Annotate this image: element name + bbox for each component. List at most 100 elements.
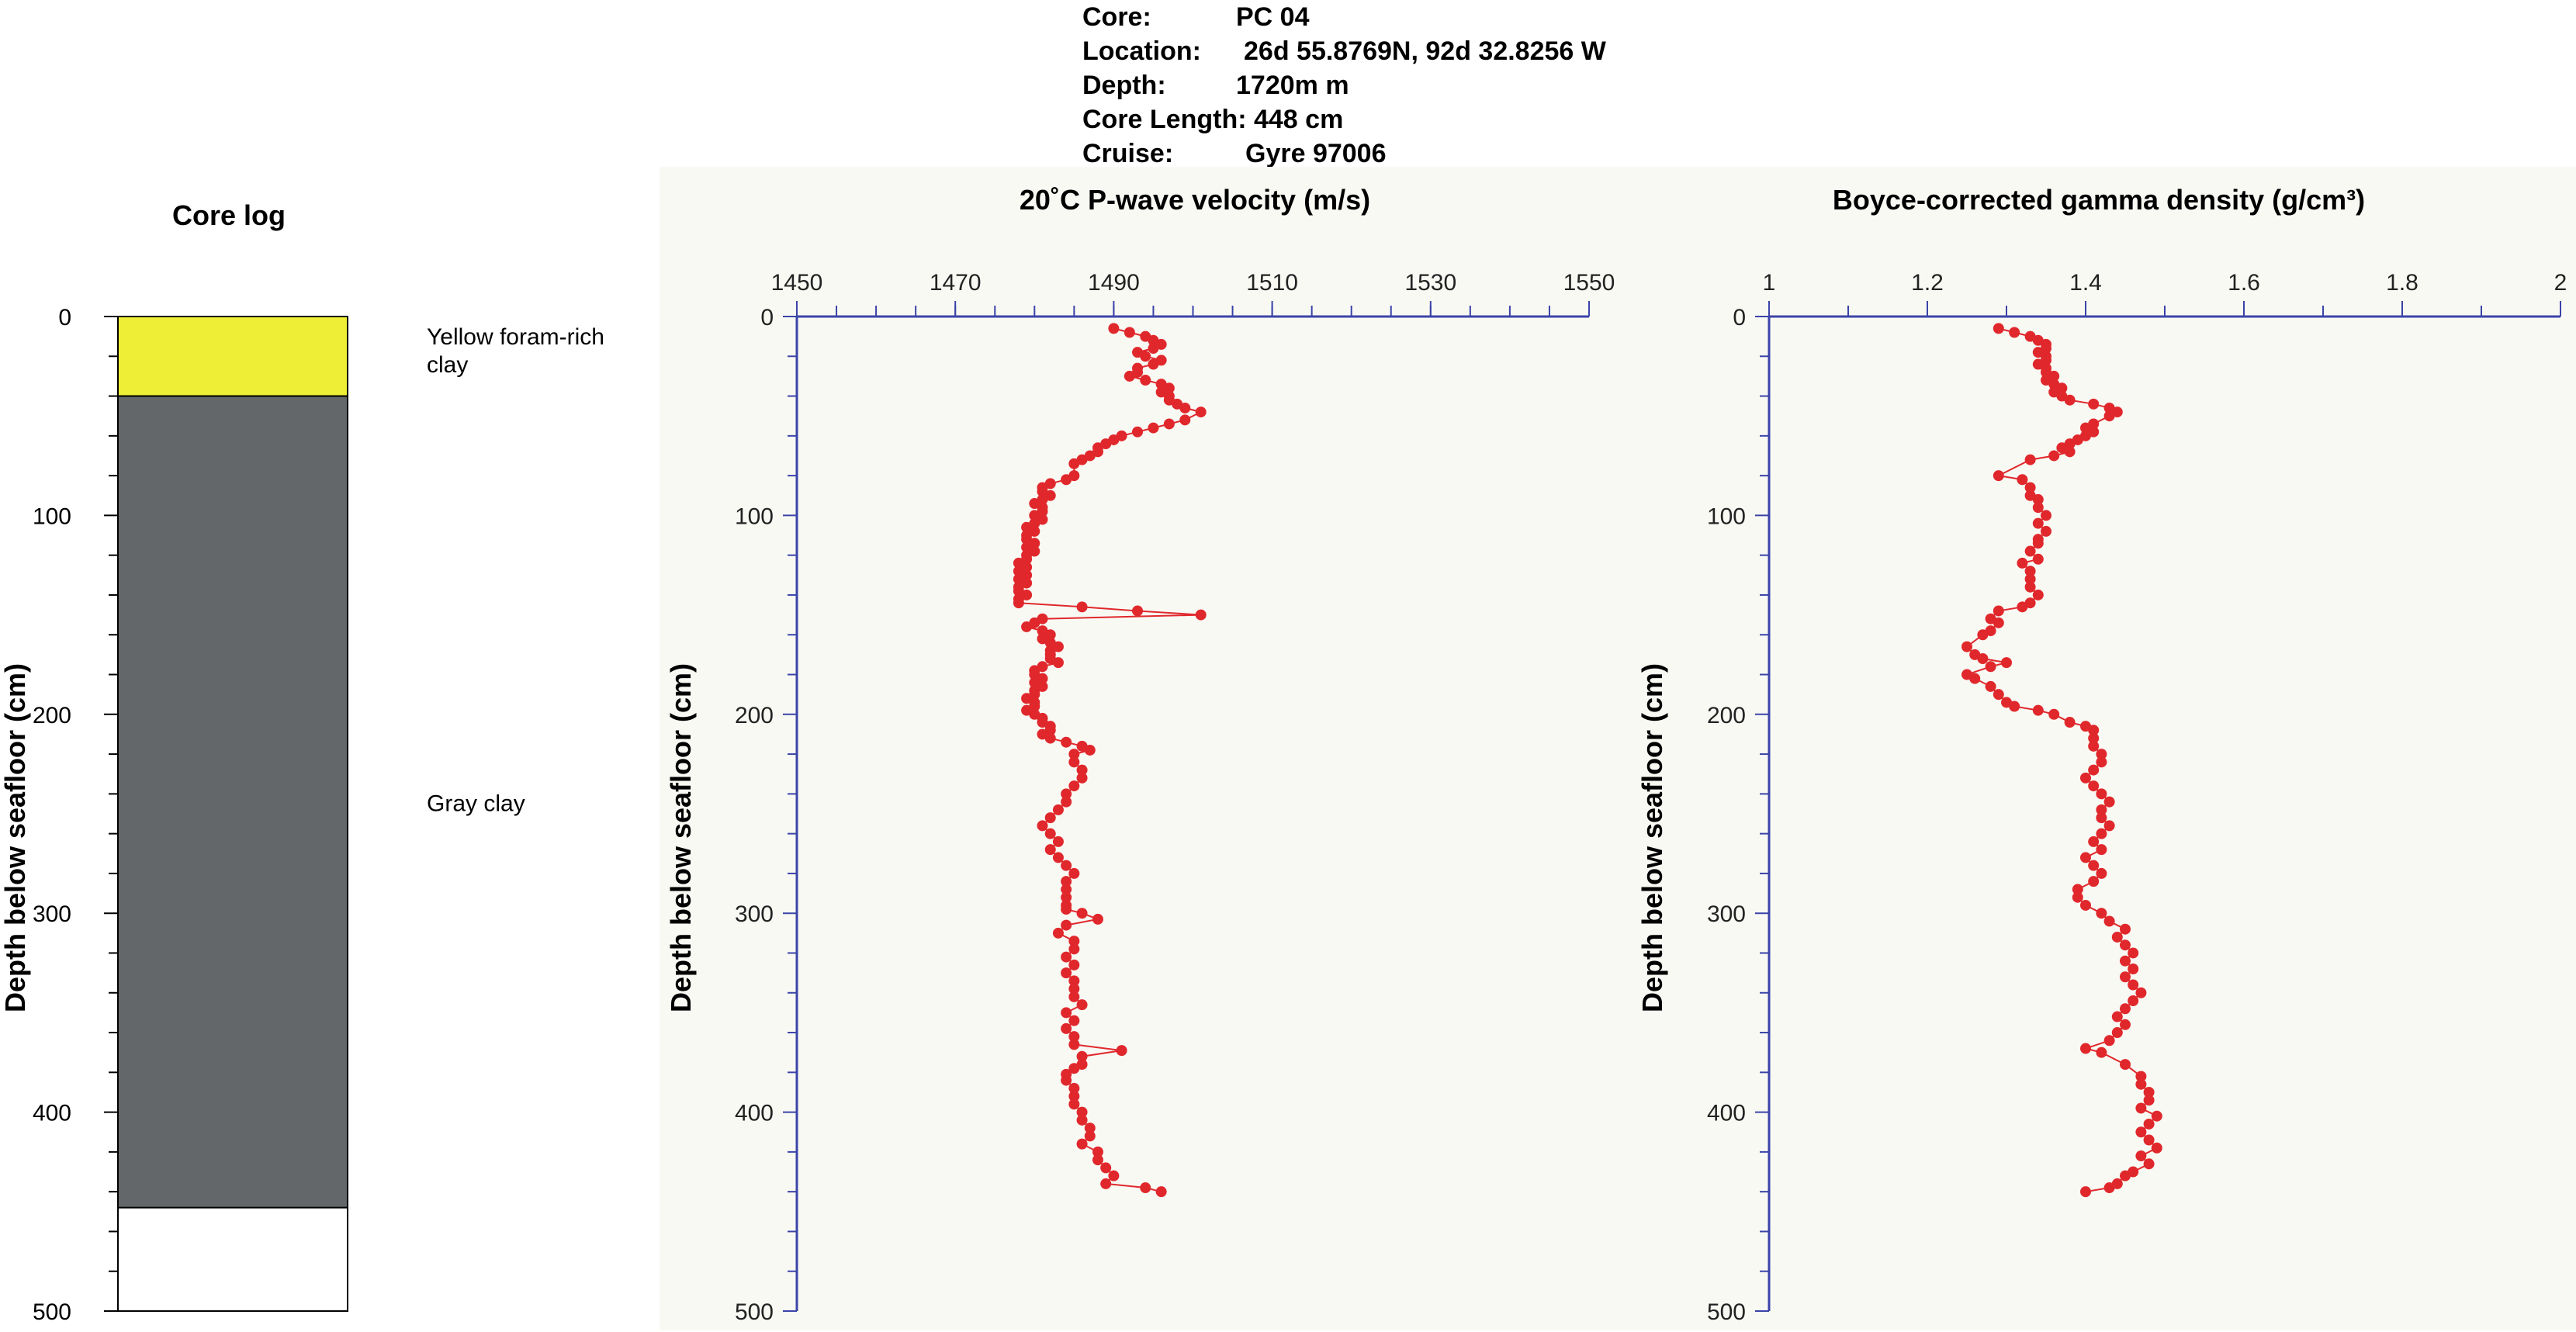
data-point xyxy=(2120,939,2131,951)
data-point xyxy=(2024,454,2036,465)
core-label: Core: xyxy=(1082,2,1151,32)
data-point xyxy=(2120,1170,2131,1182)
data-point xyxy=(2017,557,2028,569)
data-point xyxy=(1076,601,1088,613)
data-point xyxy=(2064,717,2076,728)
data-point xyxy=(2128,963,2139,974)
data-point xyxy=(2009,327,2020,338)
data-point xyxy=(2024,573,2036,585)
core-log-units xyxy=(117,316,348,1312)
data-point xyxy=(1061,796,1072,808)
data-point xyxy=(1977,653,1989,665)
core-unit-label: clay xyxy=(427,352,468,378)
data-point xyxy=(1092,1154,1103,1166)
data-point xyxy=(1061,860,1072,871)
data-point xyxy=(2128,947,2139,959)
data-point xyxy=(1061,919,1072,931)
data-point xyxy=(2151,1142,2162,1154)
data-point xyxy=(2088,732,2100,744)
data-point xyxy=(2103,1182,2115,1194)
data-point xyxy=(2096,756,2107,768)
data-point xyxy=(1068,1031,1080,1043)
data-point xyxy=(2032,517,2044,529)
core-log-ytick-label: 100 xyxy=(33,503,71,529)
x-tick-label: 1.2 xyxy=(1911,270,1944,296)
core-unit-label: Gray clay xyxy=(427,791,525,817)
data-point xyxy=(2111,931,2123,943)
data-point xyxy=(1977,629,1989,641)
core-log-axis: 0 100 200 300 400 500 xyxy=(33,305,118,1325)
data-point xyxy=(1108,323,1120,334)
data-point xyxy=(2096,749,2107,760)
location-label: Location: xyxy=(1082,36,1201,66)
data-point xyxy=(1061,891,1072,903)
data-point xyxy=(2096,1047,2107,1058)
data-point xyxy=(1061,474,1072,486)
data-point xyxy=(1179,414,1191,426)
x-tick-label: 1.6 xyxy=(2228,270,2260,296)
data-point xyxy=(1068,943,1080,955)
data-point xyxy=(2096,804,2107,815)
core-log-ytick-label: 300 xyxy=(33,901,71,927)
data-point xyxy=(1061,788,1072,800)
data-point xyxy=(2135,1126,2147,1138)
y-tick-label: 300 xyxy=(1707,901,1746,927)
data-point xyxy=(2120,923,2131,935)
y-tick-label: 200 xyxy=(1707,703,1746,728)
data-point xyxy=(1124,370,1135,382)
core-log-ytick-label: 0 xyxy=(58,305,71,330)
data-point xyxy=(1124,327,1135,338)
y-tick-label: 400 xyxy=(735,1101,774,1126)
data-point xyxy=(2135,1071,2147,1082)
data-point xyxy=(1148,343,1159,355)
data-point xyxy=(1061,904,1072,915)
data-point xyxy=(2143,1095,2155,1106)
data-point xyxy=(1092,1146,1103,1157)
core-log-ytick-label: 400 xyxy=(33,1101,71,1126)
data-point xyxy=(2088,740,2100,752)
data-point xyxy=(1068,1098,1080,1110)
data-point xyxy=(1163,418,1175,430)
y-tick-label: 500 xyxy=(1707,1299,1746,1325)
data-point xyxy=(1061,1007,1072,1019)
data-point xyxy=(2143,1118,2155,1130)
data-point xyxy=(2096,828,2107,839)
core-info-header: Core: PC 04 Location: 26d 55.8769N, 92d … xyxy=(1082,0,1781,171)
data-point xyxy=(2128,979,2139,991)
y-tick-label: 200 xyxy=(735,703,774,728)
data-point xyxy=(2135,1102,2147,1114)
cruise-label: Cruise: xyxy=(1082,139,1174,168)
data-point xyxy=(1052,852,1064,863)
y-tick-label: 300 xyxy=(735,901,774,927)
data-point xyxy=(2096,867,2107,879)
y-tick-label: 500 xyxy=(735,1299,774,1325)
data-point xyxy=(2103,1035,2115,1047)
data-point xyxy=(1132,426,1144,438)
core-unit-0 xyxy=(117,316,348,397)
depth-label: Depth: xyxy=(1082,71,1166,100)
data-point xyxy=(1076,772,1088,784)
data-point xyxy=(1044,844,1056,856)
data-point xyxy=(1044,828,1056,839)
data-point xyxy=(2024,545,2036,557)
data-point xyxy=(1068,991,1080,1002)
data-point xyxy=(1068,983,1080,995)
data-point xyxy=(1993,323,2004,334)
data-point xyxy=(1061,876,1072,887)
data-point xyxy=(1148,422,1159,434)
data-point xyxy=(2088,725,2100,736)
data-point xyxy=(1195,407,1207,418)
data-point xyxy=(1061,736,1072,748)
data-point xyxy=(2120,971,2131,983)
data-point xyxy=(1061,951,1072,963)
data-point xyxy=(1061,967,1072,979)
data-point xyxy=(1155,1186,1167,1198)
y-tick-label: 0 xyxy=(1733,305,1746,330)
data-point xyxy=(1993,617,2004,628)
data-point xyxy=(1132,605,1144,617)
core-log-ytick-label: 200 xyxy=(33,703,71,728)
data-point xyxy=(2024,566,2036,577)
data-point xyxy=(1961,641,1972,652)
data-point xyxy=(2041,525,2051,537)
